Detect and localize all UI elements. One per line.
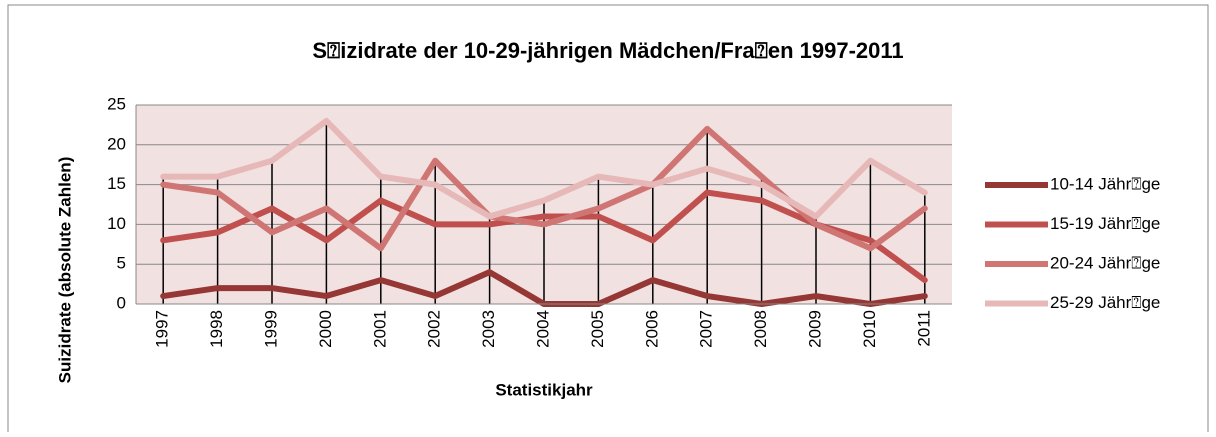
x-tick-label: 2005 xyxy=(588,310,607,348)
x-tick-label: 2004 xyxy=(533,310,552,348)
x-tick-label: 2001 xyxy=(370,310,389,348)
x-tick-label: 1997 xyxy=(153,310,172,348)
legend-label: 10-14 Jähr⍰ge xyxy=(1050,174,1160,193)
y-tick-label: 20 xyxy=(107,134,126,153)
legend-label: 15-19 Jähr⍰ge xyxy=(1050,214,1160,233)
x-tick-label: 2009 xyxy=(805,310,824,348)
chart-title: S⍰izidrate der 10-29-jährigen Mädchen/Fr… xyxy=(312,38,903,63)
x-tick-label: 2010 xyxy=(860,310,879,348)
x-axis-title: Statistikjahr xyxy=(495,380,593,399)
y-tick-label: 5 xyxy=(117,254,126,273)
series-line xyxy=(160,189,928,284)
x-tick-label: 1998 xyxy=(207,310,226,348)
series-line xyxy=(160,117,928,220)
legend-label: 20-24 Jähr⍰ge xyxy=(1050,253,1160,272)
y-tick-label: 0 xyxy=(117,293,126,312)
x-tick-label: 2002 xyxy=(425,310,444,348)
y-tick-label: 10 xyxy=(107,214,126,233)
x-tick-label: 2000 xyxy=(316,310,335,348)
x-tick-label: 1999 xyxy=(261,310,280,348)
y-tick-label: 25 xyxy=(107,94,126,113)
x-tick-label: 2011 xyxy=(914,310,933,347)
legend-label: 25-29 Jähr⍰ge xyxy=(1050,293,1160,312)
y-tick-label: 15 xyxy=(107,174,126,193)
x-tick-label: 2006 xyxy=(642,310,661,348)
x-tick-label: 2003 xyxy=(479,310,498,348)
x-tick-label: 2007 xyxy=(697,310,716,348)
y-axis-title: Suizidrate (absolute Zahlen) xyxy=(55,157,74,384)
x-tick-label: 2008 xyxy=(751,310,770,348)
